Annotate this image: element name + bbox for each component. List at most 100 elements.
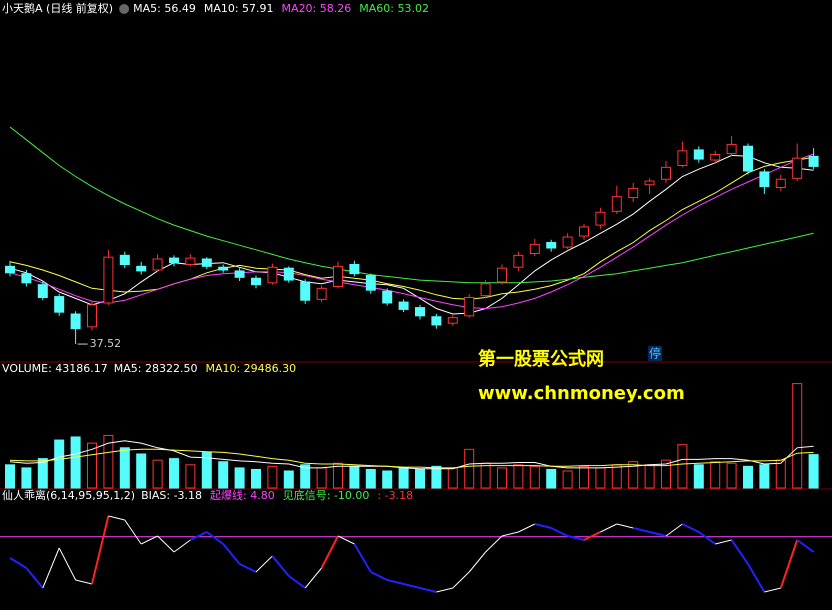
candle-body bbox=[382, 290, 393, 304]
legend-entry: MA10: 57.91 bbox=[204, 2, 274, 15]
volume-bar bbox=[497, 467, 507, 489]
volume-bar bbox=[447, 467, 458, 489]
candle-body bbox=[710, 154, 721, 161]
volume-bar bbox=[546, 468, 557, 489]
volume-bar bbox=[185, 464, 196, 489]
legend-entry: : -3.18 bbox=[377, 489, 413, 502]
panel-title: 小天鹅A (日线 前复权) bbox=[2, 1, 113, 15]
bias-segment bbox=[42, 547, 60, 589]
panel-header: 仙人乖离(6,14,95,95,1,2) BIAS: -3.18 起爆线: 4.80… bbox=[2, 488, 413, 502]
candle-body bbox=[21, 273, 32, 284]
candle-body bbox=[218, 266, 229, 271]
bias-segment bbox=[386, 579, 404, 585]
bias-segment bbox=[271, 555, 290, 577]
volume-bar bbox=[283, 470, 294, 489]
header-bg bbox=[0, 363, 832, 377]
candle-body bbox=[87, 304, 97, 328]
candle-body bbox=[201, 258, 212, 267]
bias-segment bbox=[518, 523, 536, 533]
volume-bar bbox=[5, 464, 15, 489]
volume-bar bbox=[759, 464, 770, 489]
candle-body bbox=[743, 145, 753, 172]
badge-bg bbox=[648, 346, 662, 361]
bias-segment bbox=[353, 543, 372, 573]
watermark-url: www.chnmoney.com bbox=[478, 383, 685, 404]
bias-segment bbox=[403, 583, 421, 589]
bias-segment bbox=[452, 571, 470, 589]
bias-segment bbox=[58, 547, 77, 581]
candle-body bbox=[562, 236, 573, 248]
candle-body bbox=[185, 257, 196, 266]
badge: 停 bbox=[649, 346, 661, 361]
volume-bar bbox=[595, 467, 606, 489]
candle-body bbox=[136, 265, 147, 272]
candle-body bbox=[759, 171, 770, 188]
volume-bar bbox=[333, 462, 343, 489]
candle-body bbox=[152, 258, 163, 271]
bias-segment bbox=[9, 557, 27, 569]
bias-segment bbox=[534, 523, 552, 529]
volume-bar bbox=[234, 467, 245, 489]
bias-segment bbox=[91, 515, 110, 585]
candle-body bbox=[70, 313, 81, 330]
volume-bar bbox=[103, 434, 114, 489]
candle-body bbox=[333, 265, 343, 288]
volume-ma-line bbox=[9, 448, 814, 469]
legend-entry: MA10: 29486.30 bbox=[205, 362, 296, 375]
volume-bar bbox=[579, 465, 589, 489]
volume-bar bbox=[677, 444, 688, 489]
volume-bar bbox=[628, 461, 639, 489]
volume-bar bbox=[136, 453, 147, 489]
bias-segment bbox=[173, 539, 191, 553]
candle-body bbox=[300, 281, 311, 301]
bias-segment bbox=[255, 555, 273, 573]
panel-header: VOLUME: 43186.17 MA5: 28322.50 MA10: 29486… bbox=[2, 362, 296, 375]
bias-segment bbox=[632, 527, 650, 533]
panel-title: 仙人乖离(6,14,95,95,1,2) bbox=[2, 488, 135, 502]
bias-segment bbox=[288, 575, 306, 589]
bias-segment bbox=[75, 579, 93, 585]
watermark-title: 第一股票公式网 bbox=[478, 348, 604, 370]
candle-body bbox=[267, 266, 278, 284]
bias-segment bbox=[206, 531, 224, 545]
bias-segment bbox=[567, 535, 585, 541]
volume-bar bbox=[119, 447, 130, 489]
volume-bar bbox=[562, 470, 573, 489]
volume-bar bbox=[70, 436, 81, 489]
legend-entry: MA5: 56.49 bbox=[133, 2, 196, 15]
volume-bar bbox=[775, 459, 786, 489]
panel bbox=[5, 383, 819, 489]
volume-bar bbox=[808, 454, 819, 489]
candle-body bbox=[513, 254, 524, 268]
volume-bar bbox=[201, 451, 212, 489]
candle-body bbox=[431, 316, 442, 326]
bias-segment bbox=[583, 531, 601, 541]
volume-bar bbox=[398, 467, 409, 489]
volume-bar bbox=[611, 464, 622, 489]
volume-bar bbox=[316, 467, 327, 489]
bias-segment bbox=[320, 535, 339, 569]
candle-body bbox=[546, 242, 557, 249]
candle-body bbox=[644, 180, 655, 186]
bias-segment bbox=[616, 523, 634, 529]
bias-segment bbox=[485, 535, 503, 553]
candle-body bbox=[54, 296, 65, 313]
header-bg bbox=[0, 0, 832, 18]
legend-entry: MA60: 53.02 bbox=[359, 2, 429, 15]
panel-title: VOLUME: 43186.17 bbox=[2, 362, 108, 375]
candle-body bbox=[808, 155, 819, 167]
bias-segment bbox=[468, 551, 486, 573]
bias-segment bbox=[649, 531, 667, 537]
volume-bar bbox=[529, 465, 540, 489]
bias-segment bbox=[436, 587, 453, 593]
legend-entry: MA20: 58.26 bbox=[282, 2, 352, 15]
legend-entry: 起爆线: 4.80 bbox=[210, 488, 275, 502]
header-bg bbox=[0, 490, 832, 504]
bias-segment bbox=[764, 587, 781, 593]
ma-line bbox=[9, 156, 814, 300]
candle-body bbox=[726, 143, 737, 155]
candle-body bbox=[480, 283, 491, 297]
volume-bar bbox=[349, 465, 360, 489]
candle-body bbox=[447, 317, 458, 324]
